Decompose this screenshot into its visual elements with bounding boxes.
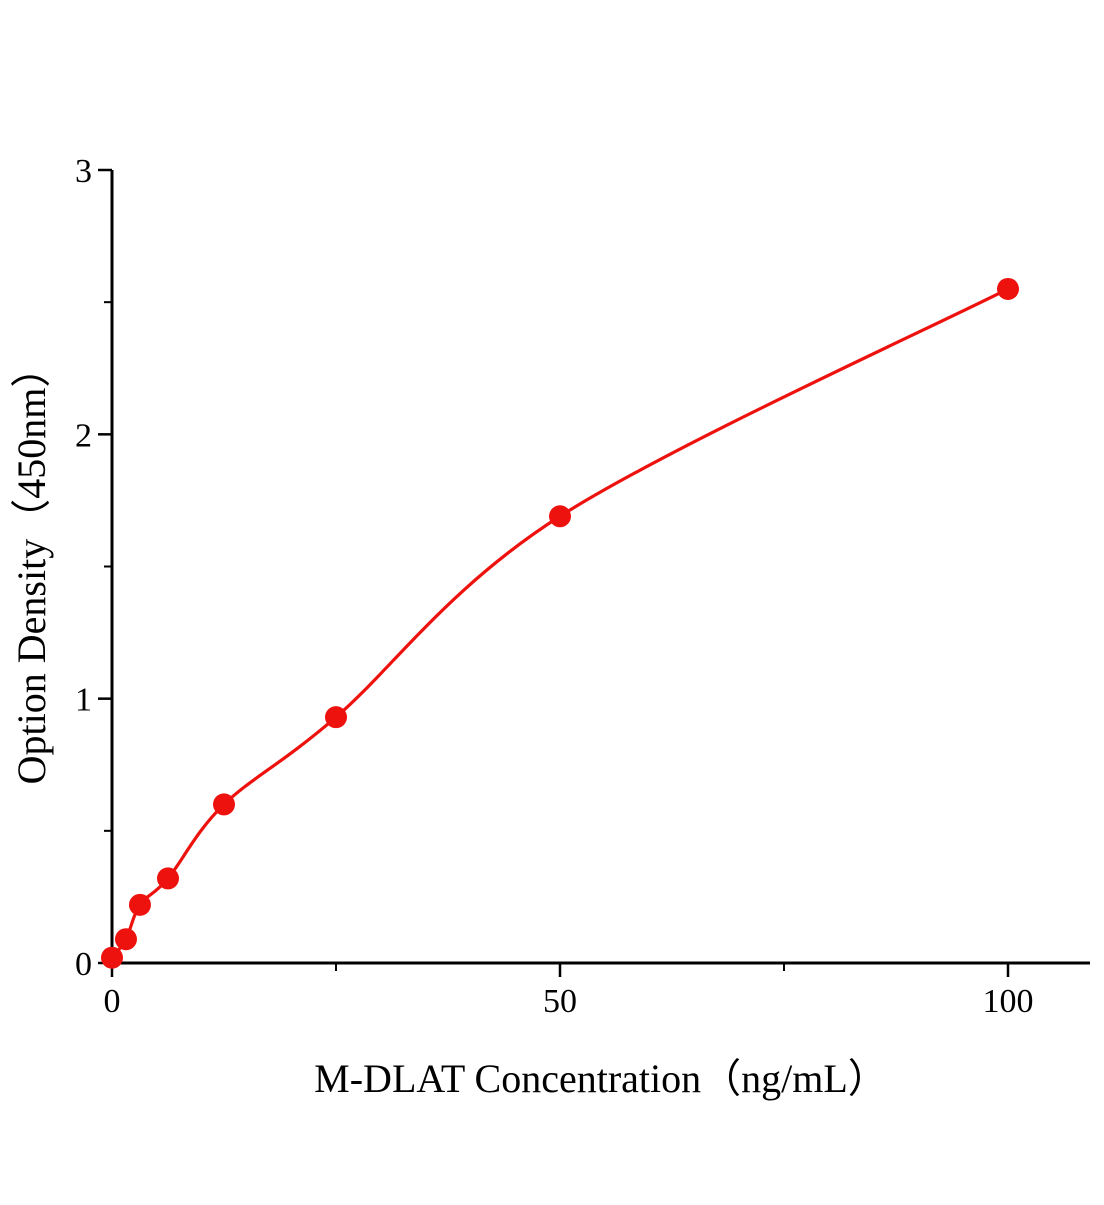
data-point bbox=[114, 928, 137, 951]
data-point bbox=[101, 946, 123, 969]
fit-curve bbox=[110, 287, 1009, 959]
y-tick-label: 2 bbox=[75, 417, 92, 454]
y-tick-label: 0 bbox=[75, 946, 92, 983]
data-point bbox=[128, 893, 151, 916]
data-point bbox=[549, 505, 571, 528]
data-point bbox=[325, 706, 347, 729]
x-tick-label: 100 bbox=[983, 983, 1034, 1020]
plot-area: 0 1 2 3 0 50 100 bbox=[75, 153, 1090, 1020]
x-tick-label: 0 bbox=[104, 983, 121, 1020]
data-point bbox=[157, 867, 179, 890]
x-axis-title: M-DLAT Concentration（ng/mL） bbox=[314, 1056, 888, 1101]
y-axis-title: Option Density（450nm） bbox=[9, 348, 54, 785]
y-tick-label: 3 bbox=[75, 153, 92, 190]
data-point bbox=[997, 277, 1019, 300]
x-tick-label: 50 bbox=[543, 983, 577, 1020]
y-tick-label: 1 bbox=[75, 682, 92, 719]
data-point bbox=[213, 793, 235, 816]
